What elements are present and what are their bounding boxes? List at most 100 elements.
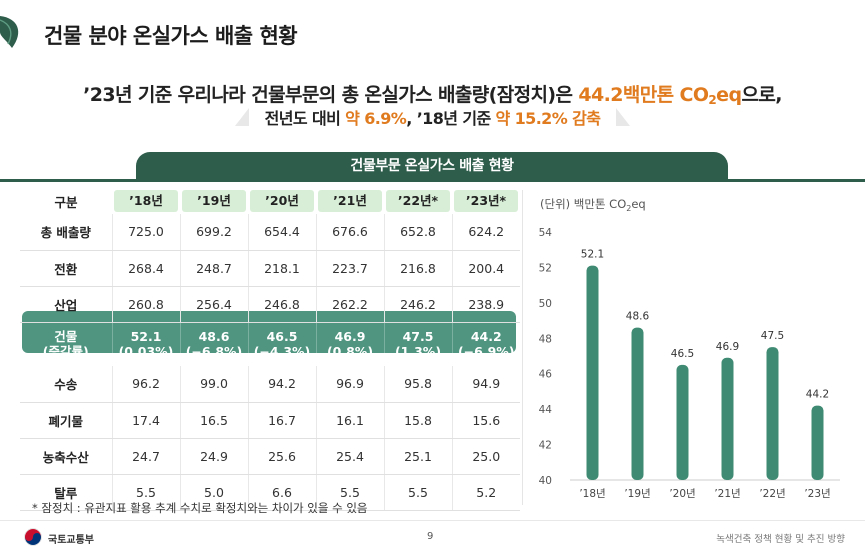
x-tick-label: ’19년 xyxy=(624,488,650,500)
row-label: 전환 xyxy=(20,250,112,287)
x-tick-label: ’23년 xyxy=(804,488,830,500)
table-cell: 6.6 xyxy=(247,474,316,511)
headline-line-2-text: 전년도 대비 약 6.9%, ’18년 기준 약 15.2% 감축 xyxy=(265,105,601,129)
row-label: 농축수산 xyxy=(20,438,112,475)
building-emissions-bar-chart: 40 42 44 46 48 50 52 54 52.1 ’18년 48.6 ’19년 46.5 ’20년… xyxy=(539,227,840,500)
table-header-row: 구분 ’18년 ’19년 ’20년 ’21년 ’22년* ’23년* xyxy=(20,188,520,214)
table-row: 산업 260.8 256.4 246.8 262.2 246.2 238.9 xyxy=(20,286,520,323)
chart-unit-label: (단위) 백만톤 CO2eq xyxy=(540,196,646,213)
x-tick-label: ’18년 xyxy=(579,488,605,500)
bar xyxy=(631,327,644,480)
table-cell: 5.5 xyxy=(383,474,452,511)
headline2-baseline: 약 15.2% 감축 xyxy=(495,109,601,128)
table-cell: 48.6 (−6.8%) xyxy=(179,322,248,366)
x-tick-label: ’20년 xyxy=(669,488,695,500)
table-body: 총 배출량 725.0 699.2 654.4 676.6 652.8 624.2 전환 268… xyxy=(20,214,520,511)
unit-subscript: 2 xyxy=(626,204,632,213)
table-cell: 5.5 xyxy=(111,474,180,511)
bar xyxy=(811,405,824,480)
table-cell: 256.4 xyxy=(179,286,248,323)
y-tick-label: 46 xyxy=(539,369,553,381)
y-tick-label: 40 xyxy=(539,475,552,487)
table-cell: 46.5 (−4.3%) xyxy=(247,322,316,366)
bar-value-label: 48.6 xyxy=(626,311,650,323)
bar xyxy=(766,347,779,480)
table-cell: 15.8 xyxy=(383,402,452,439)
headline-end: 으로, xyxy=(741,84,782,106)
row-label: 건물 (증감률) xyxy=(42,329,89,360)
table-cell: 260.8 xyxy=(111,286,180,323)
bar-value-label: 47.5 xyxy=(761,330,784,342)
headline-value-subscript: 2 xyxy=(708,93,717,107)
right-bracket-leaf-icon xyxy=(616,108,631,126)
row-label: 탈루 xyxy=(20,474,112,511)
table-cell: 16.1 xyxy=(315,402,384,439)
page-title: 건물 분야 온실가스 배출 현황 xyxy=(44,24,298,48)
table-cell: 262.2 xyxy=(315,286,384,323)
y-tick-label: 42 xyxy=(539,440,552,452)
table-cell: 96.2 xyxy=(111,366,180,403)
chart-panel xyxy=(522,190,852,505)
footer-divider xyxy=(0,520,865,521)
table-cell: 246.2 xyxy=(383,286,452,323)
headline-line-2: 전년도 대비 약 6.9%, ’18년 기준 약 15.2% 감축 xyxy=(0,105,865,129)
y-tick-label: 48 xyxy=(539,333,552,345)
table-cell: 24.7 xyxy=(111,438,180,475)
year-chip: ’21년 xyxy=(318,190,382,212)
table-cell: 725.0 xyxy=(111,214,180,251)
table-cell: 246.8 xyxy=(247,286,316,323)
y-tick-label: 50 xyxy=(539,298,552,310)
unit-text: (단위) 백만톤 CO xyxy=(540,197,627,211)
y-tick-label: 44 xyxy=(539,404,553,416)
headline-total-value: 44.2백만톤 CO2eq xyxy=(578,84,742,107)
x-tick-label: ’21년 xyxy=(714,488,740,500)
headline-line-1: ’23년 기준 우리나라 건물부문의 총 온실가스 배출량(잠정치)은 44.2… xyxy=(0,80,865,107)
table-cell: 99.0 xyxy=(179,366,248,403)
row-label: 폐기물 xyxy=(20,402,112,439)
table-cell: 200.4 xyxy=(451,250,520,287)
table-cell: 248.7 xyxy=(179,250,248,287)
table-row: 총 배출량 725.0 699.2 654.4 676.6 652.8 624.2 xyxy=(20,214,520,251)
header-year: ’22년* xyxy=(384,188,452,214)
table-cell: 238.9 xyxy=(451,286,520,323)
bar xyxy=(586,265,599,480)
header-year: ’23년* xyxy=(452,188,520,214)
headline-value-unit: eq xyxy=(716,84,742,106)
table-cell: 46.9 (0.8%) xyxy=(315,322,384,366)
table-cell: 25.4 xyxy=(315,438,384,475)
table-cell: 25.6 xyxy=(247,438,316,475)
table-row: 농축수산 24.7 24.9 25.6 25.4 25.1 25.0 xyxy=(20,438,520,475)
table-cell: 47.5 (1.3%) xyxy=(383,322,452,366)
y-tick-label: 52 xyxy=(539,262,552,274)
year-chip: ’23년* xyxy=(454,190,518,212)
headline-prefix: ’23년 기준 우리나라 건물부문의 총 온실가스 배출량(잠정치)은 xyxy=(83,84,579,106)
table-cell: 94.2 xyxy=(247,366,316,403)
table-cell: 223.7 xyxy=(315,250,384,287)
bar-value-label: 46.9 xyxy=(716,341,739,353)
table-cell: 218.1 xyxy=(247,250,316,287)
table-cell: 16.5 xyxy=(179,402,248,439)
table-cell: 52.1 (0.03%) xyxy=(111,322,180,366)
header-year: ’19년 xyxy=(180,188,248,214)
table-banner: 건물부문 온실가스 배출 현황 xyxy=(136,152,728,180)
table-cell: 17.4 xyxy=(111,402,180,439)
header-label: 구분 xyxy=(54,194,78,210)
table-cell: 25.0 xyxy=(451,438,520,475)
bar-value-label: 52.1 xyxy=(581,249,604,261)
table-cell: 5.2 xyxy=(451,474,520,511)
year-chip: ’22년* xyxy=(386,190,450,212)
footer-document-title: 녹색건축 정책 현황 및 추진 방향 xyxy=(716,534,845,545)
table-cell: 5.5 xyxy=(315,474,384,511)
banner-divider xyxy=(0,179,865,182)
table-cell: 96.9 xyxy=(315,366,384,403)
emissions-table: 구분 ’18년 ’19년 ’20년 ’21년 ’22년* ’23년* 총 배출량… xyxy=(20,188,520,511)
table-cell: 216.8 xyxy=(383,250,452,287)
row-label: 산업 xyxy=(20,286,112,323)
table-cell: 5.0 xyxy=(179,474,248,511)
table-row: 폐기물 17.4 16.5 16.7 16.1 15.8 15.6 xyxy=(20,402,520,439)
left-bracket-leaf-icon xyxy=(234,108,249,126)
table-row: 수송 96.2 99.0 94.2 96.9 95.8 94.9 xyxy=(20,366,520,403)
table-cell: 15.6 xyxy=(451,402,520,439)
headline2-yoy: 약 6.9% xyxy=(345,109,407,128)
y-tick-label: 54 xyxy=(539,227,553,239)
